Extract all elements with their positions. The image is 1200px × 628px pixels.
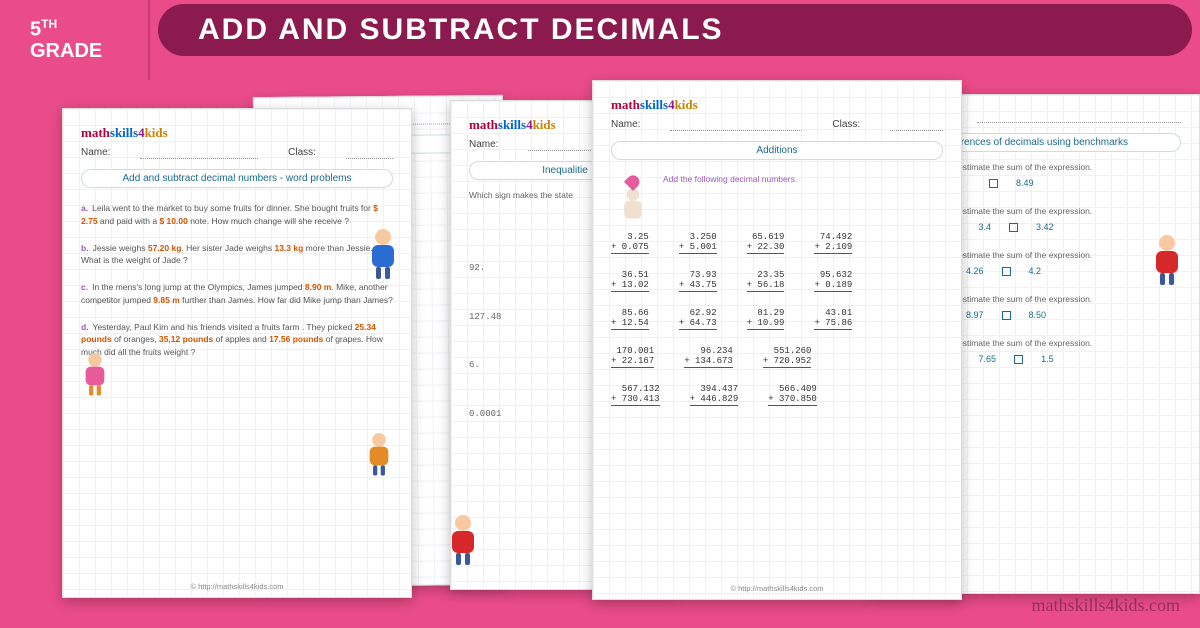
checkbox-icon[interactable] (1009, 223, 1018, 232)
addition-row: 36.51+ 13.02 73.93+ 43.75 23.35+ 56.18 95.6… (611, 270, 943, 292)
checkbox-icon[interactable] (1002, 267, 1011, 276)
addition-problem: 85.66+ 12.54 (611, 308, 649, 330)
word-problem-item: c.In the mens's long jump at the Olympic… (81, 281, 393, 307)
footer-url: © http://mathskills4kids.com (593, 584, 961, 593)
word-problem-item: b.Jessie weighs 57.20 kg. Her sister Jad… (81, 242, 393, 268)
addition-problem: 567.132+ 730.413 (611, 384, 660, 406)
addition-problem: 95.632+ 0.189 (814, 270, 852, 292)
bear-heart-icon (615, 175, 650, 218)
option-value: 8.97 (966, 310, 984, 320)
site-watermark: mathskills4kids.com (1032, 595, 1181, 616)
kid-character-icon (361, 229, 405, 283)
addition-row: 170.001+ 22.167 96.234+ 134.673 551.260+ 7… (611, 346, 943, 368)
kid-character-icon (1145, 235, 1189, 289)
option-value: 4.26 (966, 266, 984, 276)
class-label: Class: (288, 147, 316, 159)
name-label: Name: (469, 139, 498, 151)
addition-row: 3.25+ 0.075 3.250+ 5.001 65.619+ 22.30 74.4… (611, 232, 943, 254)
kid-character-icon (441, 515, 485, 569)
addition-problem: 3.250+ 5.001 (679, 232, 717, 254)
option-value: 1.5 (1041, 354, 1054, 364)
worksheet-additions: mathskills4kids Name: Class: Additions Ad… (592, 80, 962, 600)
checkbox-icon[interactable] (1002, 311, 1011, 320)
checkbox-icon[interactable] (1014, 355, 1023, 364)
option-value: 8.50 (1029, 310, 1047, 320)
footer-url: © http://mathskills4kids.com (63, 582, 411, 591)
addition-problem: 62.92+ 64.73 (679, 308, 717, 330)
grade-number: 5 (30, 18, 41, 40)
addition-problem: 81.29+ 10.99 (747, 308, 785, 330)
word-problem-item: d.Yesterday, Paul Kim and his friends vi… (81, 321, 393, 359)
brand-logo: mathskills4kids (81, 125, 393, 141)
addition-row: 567.132+ 730.413 394.437+ 446.829 566.409+… (611, 384, 943, 406)
addition-problem: 73.93+ 43.75 (679, 270, 717, 292)
addition-row: 85.66+ 12.54 62.92+ 64.73 81.29+ 10.99 43.0… (611, 308, 943, 330)
option-value: 3.4 (979, 222, 992, 232)
addition-problem: 74.492+ 2.109 (814, 232, 852, 254)
checkbox-icon[interactable] (989, 179, 998, 188)
addition-problem: 170.001+ 22.167 (611, 346, 654, 368)
brand-logo: mathskills4kids (611, 97, 943, 113)
header: 5TH GRADE ADD AND SUBTRACT DECIMALS (0, 0, 1200, 56)
addition-problem: 551.260+ 720.952 (763, 346, 812, 368)
option-value: 7.65 (979, 354, 997, 364)
worksheet-word-problems: mathskills4kids Name: Class: Add and subt… (62, 108, 412, 598)
addition-problem: 43.01+ 75.86 (814, 308, 852, 330)
addition-problem: 3.25+ 0.075 (611, 232, 649, 254)
addition-problem: 394.437+ 446.829 (690, 384, 739, 406)
class-label: Class: (832, 119, 860, 131)
kid-character-icon (360, 433, 397, 479)
addition-problem: 96.234+ 134.673 (684, 346, 733, 368)
addition-problem: 23.35+ 56.18 (747, 270, 785, 292)
grade-word: GRADE (30, 40, 148, 62)
addition-problem: 36.51+ 13.02 (611, 270, 649, 292)
instruction: Add the following decimal numbers. (663, 174, 797, 184)
page-title: ADD AND SUBTRACT DECIMALS (198, 13, 724, 47)
worksheet-stage: Class: and differences le number and est… (0, 66, 1200, 626)
sheet-title: Add and subtract decimal numbers - word … (81, 169, 393, 188)
addition-problem: 65.619+ 22.30 (747, 232, 785, 254)
option-value: 8.49 (1016, 178, 1034, 188)
option-value: 4.2 (1029, 266, 1042, 276)
sheet-title: Additions (611, 141, 943, 160)
option-value: 3.42 (1036, 222, 1054, 232)
name-label: Name: (81, 147, 110, 159)
addition-problem: 566.409+ 370.850 (768, 384, 817, 406)
kid-character-icon (76, 353, 113, 399)
grade-suffix: TH (41, 17, 57, 31)
word-problem-item: a.Leila went to the market to buy some f… (81, 202, 393, 228)
name-label: Name: (611, 119, 640, 131)
page-title-pill: ADD AND SUBTRACT DECIMALS (158, 4, 1192, 56)
